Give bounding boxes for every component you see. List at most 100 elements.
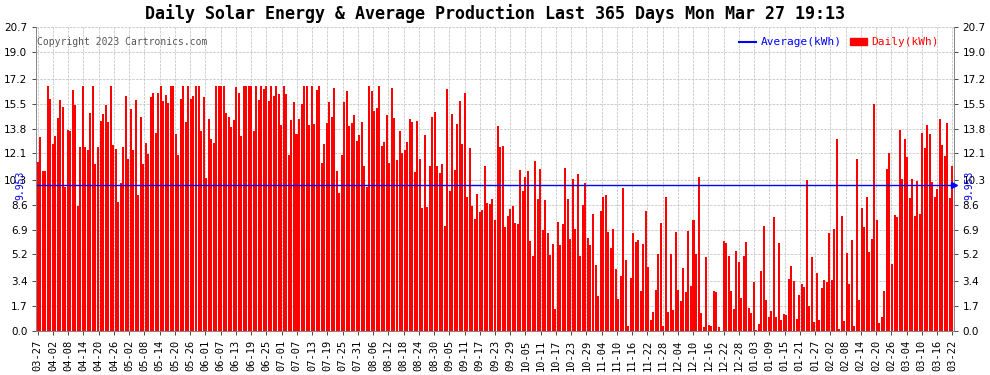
- Bar: [481, 210, 483, 330]
- Bar: [366, 187, 368, 330]
- Bar: [471, 206, 473, 330]
- Bar: [894, 215, 896, 330]
- Bar: [205, 178, 207, 330]
- Bar: [542, 230, 544, 330]
- Bar: [344, 102, 346, 330]
- Bar: [170, 86, 172, 330]
- Bar: [587, 238, 589, 330]
- Bar: [627, 326, 630, 330]
- Bar: [371, 91, 373, 330]
- Bar: [788, 279, 790, 330]
- Bar: [149, 97, 151, 330]
- Bar: [233, 120, 235, 330]
- Bar: [399, 132, 401, 330]
- Bar: [883, 291, 885, 330]
- Bar: [175, 134, 177, 330]
- Bar: [313, 124, 315, 330]
- Bar: [848, 284, 850, 330]
- Bar: [829, 233, 831, 330]
- Bar: [507, 216, 509, 330]
- Bar: [432, 117, 434, 330]
- Bar: [916, 181, 918, 330]
- Bar: [424, 135, 426, 330]
- Bar: [643, 244, 644, 330]
- Bar: [64, 187, 66, 330]
- Bar: [579, 256, 581, 330]
- Bar: [255, 86, 257, 330]
- Bar: [143, 164, 145, 330]
- Bar: [687, 231, 689, 330]
- Bar: [165, 94, 167, 330]
- Bar: [115, 148, 117, 330]
- Bar: [439, 173, 441, 330]
- Bar: [348, 126, 350, 330]
- Bar: [288, 155, 290, 330]
- Bar: [551, 244, 553, 330]
- Bar: [451, 114, 453, 330]
- Bar: [517, 224, 519, 330]
- Bar: [801, 284, 803, 330]
- Bar: [698, 177, 700, 330]
- Bar: [652, 312, 654, 330]
- Bar: [597, 297, 599, 330]
- Bar: [750, 314, 752, 330]
- Bar: [607, 232, 609, 330]
- Bar: [839, 328, 841, 330]
- Bar: [363, 166, 365, 330]
- Bar: [836, 139, 838, 330]
- Bar: [311, 86, 313, 330]
- Bar: [37, 162, 39, 330]
- Bar: [934, 196, 936, 330]
- Text: 9.953: 9.953: [16, 170, 26, 200]
- Bar: [861, 208, 863, 330]
- Bar: [84, 147, 86, 330]
- Bar: [127, 159, 129, 330]
- Bar: [662, 326, 664, 330]
- Bar: [442, 164, 444, 330]
- Bar: [951, 166, 953, 330]
- Bar: [770, 311, 772, 330]
- Bar: [927, 125, 929, 330]
- Bar: [937, 189, 939, 330]
- Bar: [100, 121, 102, 330]
- Bar: [391, 88, 393, 330]
- Bar: [625, 260, 627, 330]
- Bar: [773, 217, 775, 330]
- Bar: [378, 86, 380, 330]
- Bar: [914, 216, 916, 330]
- Bar: [718, 327, 720, 330]
- Bar: [145, 143, 147, 330]
- Bar: [532, 256, 534, 330]
- Bar: [742, 256, 744, 330]
- Bar: [40, 137, 42, 330]
- Bar: [808, 306, 810, 330]
- Bar: [105, 105, 107, 330]
- Bar: [448, 191, 450, 330]
- Bar: [112, 146, 114, 330]
- Bar: [208, 119, 210, 330]
- Bar: [530, 240, 532, 330]
- Bar: [818, 320, 820, 330]
- Bar: [780, 320, 782, 330]
- Bar: [290, 120, 292, 330]
- Bar: [195, 86, 197, 330]
- Bar: [760, 271, 762, 330]
- Bar: [941, 146, 943, 330]
- Bar: [444, 226, 446, 330]
- Bar: [278, 94, 280, 330]
- Bar: [102, 114, 104, 330]
- Bar: [476, 195, 478, 330]
- Bar: [572, 179, 574, 330]
- Bar: [665, 197, 667, 330]
- Bar: [180, 99, 182, 330]
- Bar: [162, 102, 164, 330]
- Bar: [51, 144, 53, 330]
- Bar: [177, 155, 179, 330]
- Bar: [42, 171, 44, 330]
- Bar: [280, 125, 282, 330]
- Bar: [265, 86, 267, 330]
- Bar: [148, 154, 149, 330]
- Bar: [569, 240, 571, 330]
- Bar: [775, 317, 777, 330]
- Bar: [241, 136, 243, 330]
